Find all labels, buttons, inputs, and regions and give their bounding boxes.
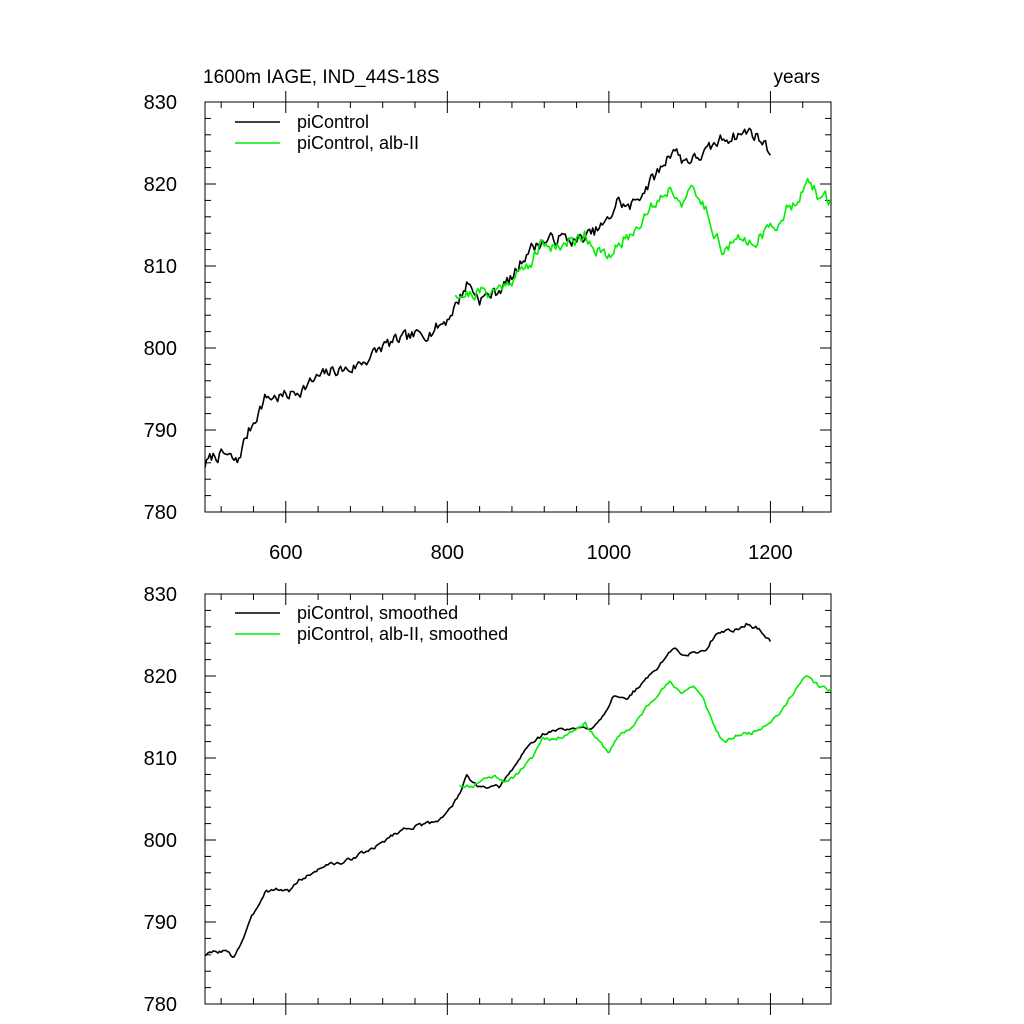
y-tick-label: 780 [144, 994, 177, 1016]
chart-title-left: 1600m IAGE, IND_44S-18S [203, 67, 440, 88]
x-tick-label: 800 [431, 542, 464, 564]
top-panel: 1600m IAGE, IND_44S-18S years 780 790 800 8… [144, 67, 832, 564]
y-tick-label: 810 [144, 256, 177, 278]
plot-frame [204, 101, 832, 513]
y-tick-label: 780 [144, 502, 177, 524]
legend-label: piControl, alb-II [297, 133, 419, 153]
bottom-panel: 780 790 800 810 820 830 piControl, smoothedpiC… [144, 583, 832, 1016]
y-tick-label: 800 [144, 338, 177, 360]
series-line-picontrol [204, 127, 772, 468]
x-tick-label: 1200 [748, 542, 793, 564]
y-tick-label: 800 [144, 830, 177, 852]
y-tick-label: 790 [144, 420, 177, 442]
legend-label: piControl, smoothed [297, 603, 458, 623]
legend-label: piControl [297, 112, 369, 132]
series-line-picontrol-alb-ii [459, 675, 832, 789]
series-line-picontrol-alb-ii [454, 177, 831, 301]
y-tick-label: 830 [144, 584, 177, 606]
x-tick-label: 1000 [587, 542, 632, 564]
x-tick-label: 600 [269, 542, 302, 564]
chart-title-right: years [774, 67, 820, 88]
series-line-picontrol [204, 622, 772, 958]
y-tick-label: 820 [144, 666, 177, 688]
y-tick-label: 810 [144, 748, 177, 770]
legend-label: piControl, alb-II, smoothed [297, 624, 508, 644]
y-tick-label: 790 [144, 912, 177, 934]
y-tick-label: 820 [144, 174, 177, 196]
plot-frame [204, 593, 832, 1005]
y-tick-label: 830 [144, 92, 177, 114]
